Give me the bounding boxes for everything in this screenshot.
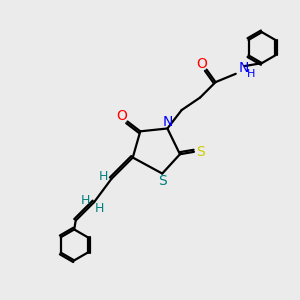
Text: H: H [98,170,108,183]
Text: N: N [239,61,249,75]
Text: H: H [95,202,104,215]
Text: H: H [247,69,255,80]
Text: S: S [196,145,205,159]
Text: O: O [196,57,207,71]
Text: S: S [158,174,167,188]
Text: N: N [163,115,173,129]
Text: O: O [116,110,127,124]
Text: H: H [81,194,91,207]
